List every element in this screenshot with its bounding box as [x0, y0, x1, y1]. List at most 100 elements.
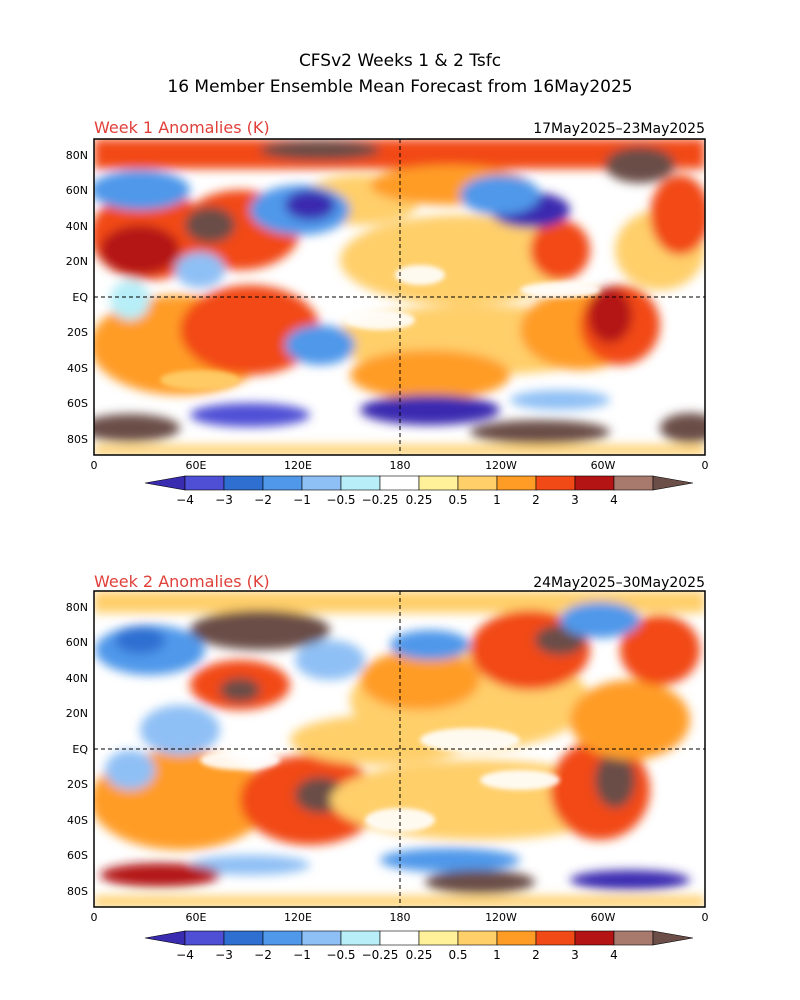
colorbar-label: 0.25 — [406, 493, 433, 507]
lon-label: 180 — [390, 459, 411, 472]
colorbar-swatch — [223, 930, 264, 946]
lat-axis-week1: 80N 60N 40N 20N EQ 20S 40S 60S 80S — [66, 149, 89, 446]
colorbar-swatch — [184, 930, 225, 946]
panel-week2: Week 2 Anomalies (K) 24May2025–30May2025 — [66, 572, 709, 962]
lon-axis-week1: 0 60E 120E 180 120W 60W 0 — [91, 459, 709, 472]
colorbar-swatch — [379, 475, 420, 491]
colorbar-swatch — [262, 930, 303, 946]
colorbar-week2: −4 −3 −2 −1 −0.5 −0.25 0.25 0.5 1 2 3 4 — [144, 930, 694, 962]
colorbar-arrow-max — [652, 475, 694, 491]
colorbar-swatch — [418, 930, 459, 946]
main-title-line-2: 16 Member Ensemble Mean Forecast from 16… — [167, 77, 632, 97]
lon-label: 120E — [284, 911, 312, 924]
colorbar-swatch — [535, 475, 576, 491]
lon-label: 60E — [186, 911, 207, 924]
colorbar-swatch — [496, 930, 537, 946]
colorbar-swatch — [613, 475, 654, 491]
lat-label: EQ — [72, 291, 88, 304]
colorbar-swatch — [262, 475, 303, 491]
lon-label: 0 — [702, 459, 709, 472]
lon-label: 0 — [91, 459, 98, 472]
colorbar-label: −3 — [215, 948, 233, 962]
main-title-line-1: CFSv2 Weeks 1 & 2 Tsfc — [299, 51, 501, 71]
colorbar-label: −0.25 — [362, 493, 399, 507]
lat-label: 20S — [67, 326, 88, 339]
colorbar-label: −3 — [215, 493, 233, 507]
lat-label: 80N — [66, 601, 88, 614]
colorbar-label: 4 — [610, 948, 618, 962]
lon-axis-week2: 0 60E 120E 180 120W 60W 0 — [91, 911, 709, 924]
colorbar-arrow-max — [652, 930, 694, 946]
colorbar-swatch — [184, 475, 225, 491]
lon-label: 60W — [591, 911, 616, 924]
lon-label: 0 — [91, 911, 98, 924]
colorbar-label: −0.5 — [326, 493, 355, 507]
colorbar-week1: −4 −3 −2 −1 −0.5 −0.25 0.25 0.5 1 2 3 4 — [144, 475, 694, 507]
colorbar-label: −2 — [254, 948, 272, 962]
colorbar-label: 0.25 — [406, 948, 433, 962]
lat-label: 40N — [66, 220, 88, 233]
colorbar-label: −1 — [293, 948, 311, 962]
lat-label: 40S — [67, 362, 88, 375]
lat-label: 60N — [66, 636, 88, 649]
lon-label: 0 — [702, 911, 709, 924]
colorbar-label: 2 — [532, 948, 540, 962]
lat-label: 40N — [66, 672, 88, 685]
colorbar-label: −1 — [293, 493, 311, 507]
colorbar-swatch — [379, 930, 420, 946]
panel-week1: Week 1 Anomalies (K) 17May2025–23May2025 — [66, 118, 709, 507]
lat-label: 40S — [67, 814, 88, 827]
colorbar-swatch — [418, 475, 459, 491]
lat-label: 20N — [66, 707, 88, 720]
colorbar-arrow-min — [144, 930, 186, 946]
colorbar-swatch — [613, 930, 654, 946]
lon-label: 120W — [485, 911, 517, 924]
colorbar-swatch — [574, 475, 615, 491]
lon-label: 120E — [284, 459, 312, 472]
colorbar-label: 0.5 — [448, 493, 467, 507]
lon-label: 120W — [485, 459, 517, 472]
lat-label: 60S — [67, 397, 88, 410]
lat-label: 20N — [66, 255, 88, 268]
colorbar-swatch — [340, 475, 381, 491]
colorbar-swatch — [457, 475, 498, 491]
colorbar-swatch — [301, 475, 342, 491]
colorbar-label: 4 — [610, 493, 618, 507]
colorbar-arrow-min — [144, 475, 186, 491]
lat-label: 60N — [66, 184, 88, 197]
colorbar-label: −0.5 — [326, 948, 355, 962]
colorbar-label: −4 — [176, 493, 194, 507]
colorbar-swatch — [457, 930, 498, 946]
colorbar-label: 0.5 — [448, 948, 467, 962]
colorbar-swatch — [223, 475, 264, 491]
panel-title-week1: Week 1 Anomalies (K) — [94, 118, 270, 137]
colorbar-label: −4 — [176, 948, 194, 962]
colorbar-label: 3 — [571, 493, 579, 507]
colorbar-swatch — [574, 930, 615, 946]
map-field-week2 — [94, 591, 705, 907]
colorbar-label: −0.25 — [362, 948, 399, 962]
lon-label: 180 — [390, 911, 411, 924]
panel-title-week2: Week 2 Anomalies (K) — [94, 572, 270, 591]
panel-dates-week1: 17May2025–23May2025 — [533, 121, 705, 137]
colorbar-swatch — [301, 930, 342, 946]
lat-label: 20S — [67, 778, 88, 791]
lat-label: EQ — [72, 743, 88, 756]
colorbar-swatch — [535, 930, 576, 946]
colorbar-label: 2 — [532, 493, 540, 507]
colorbar-label: 3 — [571, 948, 579, 962]
lat-label: 80N — [66, 149, 88, 162]
lon-label: 60W — [591, 459, 616, 472]
lat-label: 80S — [67, 885, 88, 898]
colorbar-label: −2 — [254, 493, 272, 507]
lon-label: 60E — [186, 459, 207, 472]
colorbar-label: 1 — [493, 948, 501, 962]
panel-dates-week2: 24May2025–30May2025 — [533, 575, 705, 591]
colorbar-swatch — [340, 930, 381, 946]
lat-axis-week2: 80N 60N 40N 20N EQ 20S 40S 60S 80S — [66, 601, 89, 898]
colorbar-swatch — [496, 475, 537, 491]
colorbar-label: 1 — [493, 493, 501, 507]
lat-label: 60S — [67, 849, 88, 862]
lat-label: 80S — [67, 433, 88, 446]
